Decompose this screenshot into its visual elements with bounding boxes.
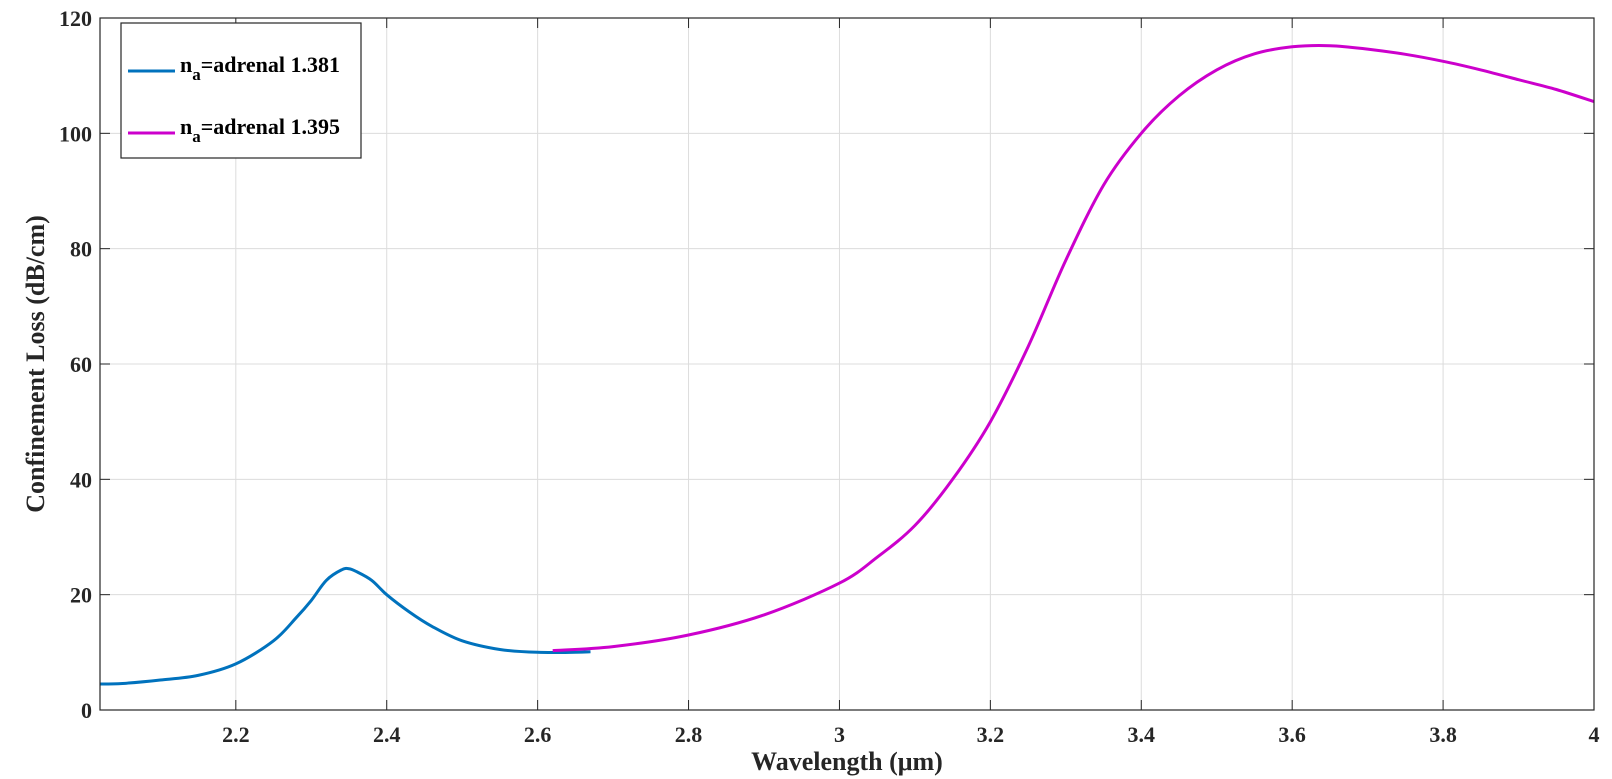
y-tick-label: 120 bbox=[59, 6, 92, 31]
x-tick-label: 3.8 bbox=[1429, 722, 1457, 747]
y-tick-label: 60 bbox=[70, 352, 92, 377]
x-tick-label: 4 bbox=[1589, 722, 1600, 747]
y-tick-label: 20 bbox=[70, 583, 92, 608]
legend-box bbox=[120, 22, 362, 159]
x-tick-label: 3.6 bbox=[1278, 722, 1306, 747]
series-line-1 bbox=[99, 566, 591, 686]
y-tick-label: 0 bbox=[81, 698, 92, 723]
x-tick-label: 2.4 bbox=[373, 722, 401, 747]
x-tick-label: 2.2 bbox=[222, 722, 250, 747]
x-axis-title: Wavelength (μm) bbox=[751, 747, 943, 776]
y-tick-label: 80 bbox=[70, 237, 92, 262]
legend: na=adrenal 1.381 na=adrenal 1.395 bbox=[120, 22, 362, 159]
x-tick-label: 2.8 bbox=[675, 722, 703, 747]
x-tick-label: 2.6 bbox=[524, 722, 552, 747]
y-tick-label: 40 bbox=[70, 467, 92, 492]
x-tick-label: 3.2 bbox=[977, 722, 1005, 747]
x-tick-label: 3 bbox=[834, 722, 845, 747]
y-axis: 0 20 40 60 80 100 120 bbox=[59, 6, 1594, 723]
x-tick-label: 3.4 bbox=[1128, 722, 1156, 747]
legend-label-series-2: na=adrenal 1.395 bbox=[180, 114, 340, 146]
y-tick-label: 100 bbox=[59, 121, 92, 146]
series-lines bbox=[99, 44, 1595, 686]
y-axis-title: Confinement Loss (dB/cm) bbox=[21, 215, 50, 513]
series-line-2 bbox=[552, 44, 1595, 653]
x-axis: 2.2 2.4 2.6 2.8 3 3.2 3.4 3.6 3.8 4 bbox=[222, 18, 1600, 747]
legend-label-series-1: na=adrenal 1.381 bbox=[180, 52, 340, 84]
